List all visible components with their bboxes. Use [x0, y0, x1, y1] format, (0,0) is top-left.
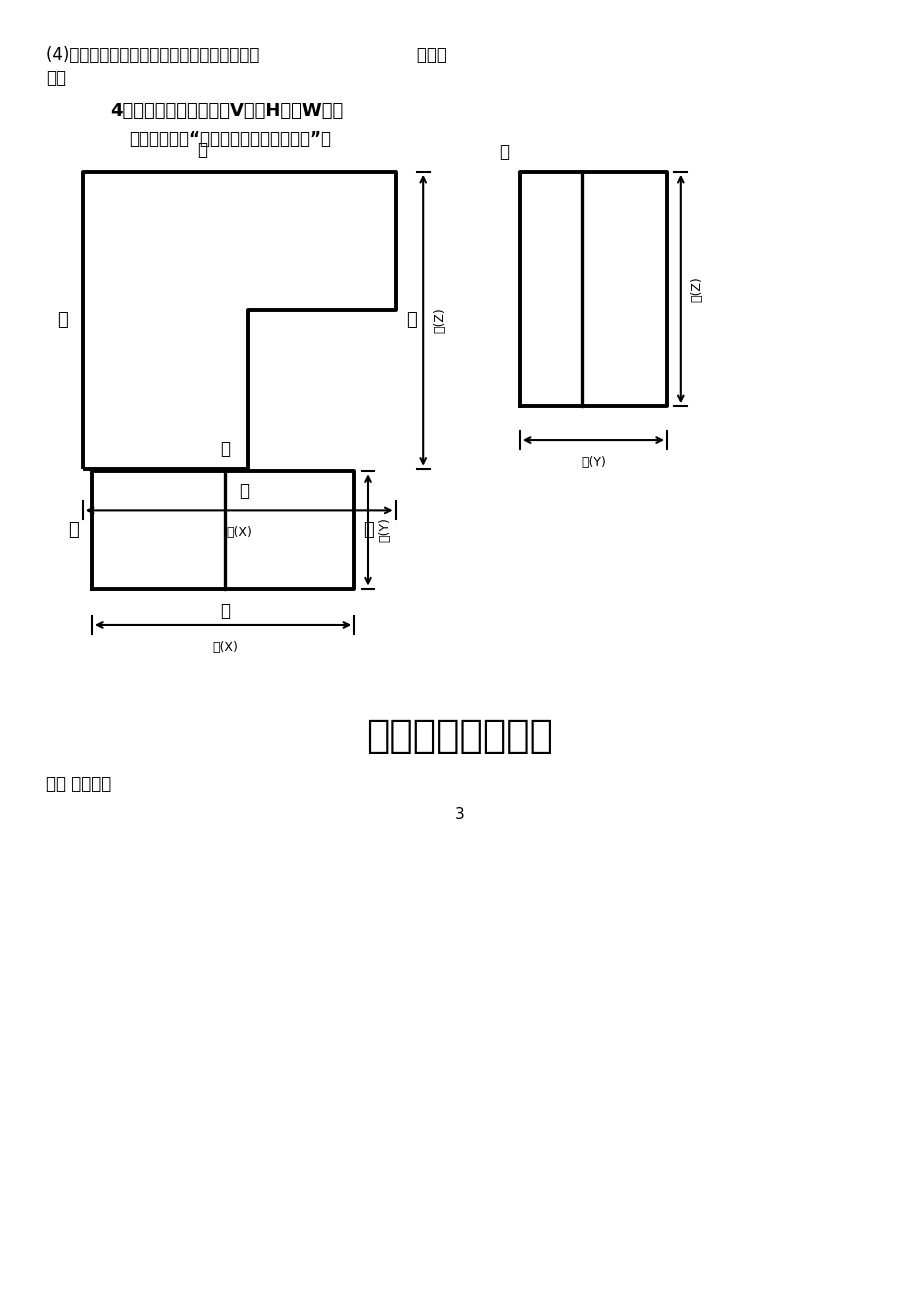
Text: 宽(Y): 宽(Y) [580, 456, 606, 469]
Text: 宽(Y): 宽(Y) [378, 517, 391, 543]
Text: 后: 后 [221, 440, 230, 458]
Text: 右: 右 [405, 311, 416, 329]
Text: 右: 右 [362, 521, 373, 539]
Text: 左: 左 [57, 311, 68, 329]
Text: 后: 后 [499, 143, 508, 161]
Text: 长(X): 长(X) [226, 526, 252, 539]
Text: 三视图规律：“长对正；宽相等；高平齐”。: 三视图规律：“长对正；宽相等；高平齐”。 [129, 130, 331, 148]
Text: 性）: 性） [46, 69, 66, 87]
Text: 前: 前 [221, 602, 230, 620]
Text: 左: 左 [68, 521, 79, 539]
Text: 上: 上 [198, 141, 207, 159]
Text: 高(Z): 高(Z) [433, 307, 446, 333]
Text: 二、 投影习题: 二、 投影习题 [46, 775, 111, 793]
Text: 三个投影图的位置: 三个投影图的位置 [366, 716, 553, 755]
Text: 3: 3 [455, 807, 464, 823]
Text: 4、体的投影：三视图（V面、H面、W面）: 4、体的投影：三视图（V面、H面、W面） [110, 102, 344, 120]
Text: (4)、面上一直线的投影，必在该面的投影上。                              （从属: (4)、面上一直线的投影，必在该面的投影上。 （从属 [46, 46, 447, 64]
Text: 下: 下 [239, 482, 248, 500]
Text: 长(X): 长(X) [212, 641, 238, 654]
Text: 高(Z): 高(Z) [690, 276, 703, 302]
